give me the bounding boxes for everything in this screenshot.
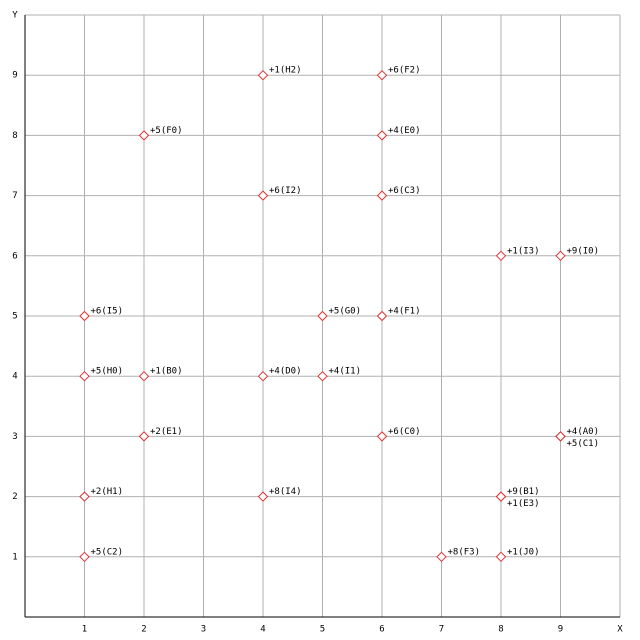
y-axis-label: Y: [12, 11, 18, 21]
point: [138, 370, 150, 382]
point-label: +1(E3): [507, 499, 540, 509]
x-tick-label: 4: [260, 625, 265, 635]
point: [317, 310, 328, 322]
point-label: +4(D0): [269, 367, 302, 377]
point-label: +5(H0): [91, 367, 124, 377]
point-label: +1(I3): [507, 246, 540, 256]
point-label: +6(C0): [388, 427, 421, 437]
point-label: +1(H2): [269, 66, 302, 76]
point: [376, 431, 388, 442]
point: [257, 491, 269, 502]
point-label: +5(C1): [567, 439, 600, 449]
x-tick-label: 1: [82, 625, 87, 635]
x-tick-label: 7: [439, 625, 444, 635]
point-label: +1(J0): [507, 547, 540, 557]
point-label: +6(I5): [91, 307, 124, 317]
point-label: +9(I0): [567, 246, 600, 256]
point-label: +6(C3): [388, 186, 421, 196]
point: [257, 69, 269, 81]
point: [436, 551, 447, 563]
point: [495, 551, 507, 563]
y-tick-label: 2: [12, 492, 17, 502]
point: [376, 69, 388, 81]
point-label: +6(F2): [388, 66, 421, 76]
point: [495, 250, 507, 262]
x-axis-label: X: [617, 625, 623, 635]
y-tick-label: 1: [12, 552, 17, 562]
point-label: +4(F1): [388, 307, 421, 317]
point-label: +4(I1): [329, 367, 362, 377]
point: [257, 370, 269, 382]
point-label: +6(I2): [269, 186, 302, 196]
x-tick-label: 8: [498, 625, 503, 635]
point: [495, 491, 507, 502]
point: [376, 130, 388, 141]
y-tick-label: 6: [12, 251, 17, 261]
x-tick-label: 5: [320, 625, 325, 635]
x-tick-label: 3: [201, 625, 206, 635]
point-label: +1(B0): [150, 367, 183, 377]
point: [555, 250, 566, 262]
point-label: +4(A0): [567, 427, 600, 437]
x-tick-label: 9: [558, 625, 563, 635]
point: [555, 431, 566, 442]
x-tick-label: 6: [379, 625, 384, 635]
point-label: +2(H1): [91, 487, 124, 497]
point: [376, 310, 388, 322]
point-label: +9(B1): [507, 487, 540, 497]
point: [376, 190, 388, 201]
y-tick-label: 4: [12, 372, 17, 382]
point: [257, 190, 269, 201]
point: [79, 551, 90, 563]
y-tick-label: 9: [12, 71, 17, 81]
y-tick-label: 8: [12, 131, 17, 141]
point: [138, 431, 150, 442]
point: [138, 130, 150, 141]
point-label: +8(I4): [269, 487, 302, 497]
point: [79, 491, 90, 502]
point-label: +5(C2): [91, 547, 124, 557]
y-tick-label: 7: [12, 191, 17, 201]
point: [79, 310, 90, 322]
point-label: +5(F0): [150, 126, 183, 136]
point-label: +5(G0): [329, 307, 362, 317]
y-tick-label: 3: [12, 432, 17, 442]
point-label: +2(E1): [150, 427, 183, 437]
x-tick-label: 2: [141, 625, 146, 635]
point: [79, 370, 90, 382]
point: [317, 370, 328, 382]
point-label: +8(F3): [448, 547, 481, 557]
y-tick-label: 5: [12, 312, 17, 322]
point-label: +4(E0): [388, 126, 421, 136]
